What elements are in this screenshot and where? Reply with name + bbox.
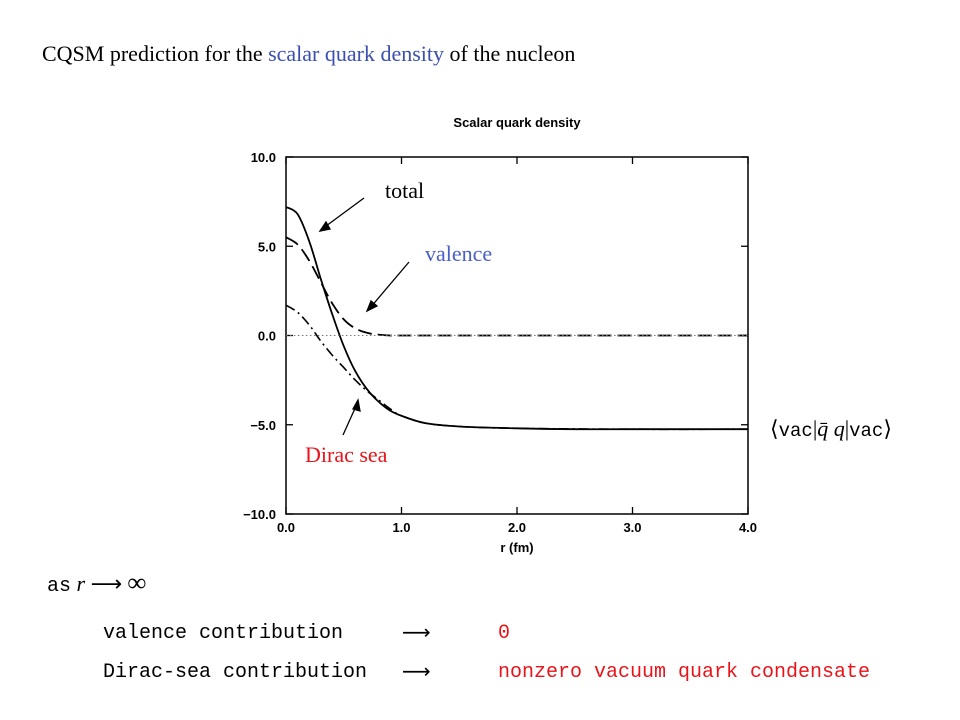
slide-title: CQSM prediction for the scalar quark den… [42,41,575,67]
y-tick-label: 5.0 [258,239,276,254]
valence-contribution-label: valence contribution [103,622,344,645]
title-prefix: CQSM prediction for the [42,41,269,66]
valence-label: valence [425,241,493,266]
y-tick-label: 10.0 [251,150,276,165]
valence-limit-value: 0 [498,622,511,645]
x-tick-label: 2.0 [508,520,526,535]
dirac-contribution-label: Dirac-sea contribution [103,661,368,684]
vac-bar-1: | [812,416,818,441]
dirac-arrow-symbol: ⟶ [402,659,431,683]
dirac-limit-value: nonzero vacuum quark condensate [498,661,871,684]
valence-arrow [369,261,410,309]
x-tick-label: 0.0 [277,520,295,535]
y-tick-label: −10.0 [243,507,276,522]
valence-arrowhead [365,299,379,313]
total-arrow [321,197,365,230]
vac-bracket-right: ⟩ [883,416,892,441]
vac-qbar: q̄ [817,416,829,441]
dirac-sea-curve [285,304,749,431]
vacuum-condensate-label: ⟨vac|q̄ q|vac⟩ [770,416,892,442]
chart-title: Scalar quark density [453,115,581,130]
limit-arrow: ⟶ [90,572,123,597]
vac-bracket-left: ⟨ [770,416,779,441]
limit-statement: as r ⟶ ∞ [47,568,146,598]
r-variable: r [76,571,86,596]
total-curve [285,206,749,431]
vac-q: q [828,416,845,441]
infinity-symbol: ∞ [127,568,147,597]
y-tick-label: 0.0 [258,329,276,344]
total-arrowhead [318,220,332,232]
vac-word-2: vac [849,420,884,442]
as-word: as [47,575,72,598]
total-label: total [385,178,425,203]
dirac-sea-label: Dirac sea [305,442,388,467]
x-tick-label: 4.0 [739,520,757,535]
title-suffix: of the nucleon [444,41,576,66]
valence-arrow-symbol: ⟶ [402,620,431,644]
x-tick-label: 3.0 [623,520,641,535]
title-highlight: scalar quark density [268,41,445,66]
y-tick-label: −5.0 [250,418,276,433]
x-axis-label: r (fm) [500,540,533,555]
vac-bar-2: | [844,416,850,441]
x-tick-label: 1.0 [392,520,410,535]
valence-curve [285,236,748,337]
dirac-arrowhead [352,398,361,412]
vac-word-1: vac [778,420,813,442]
